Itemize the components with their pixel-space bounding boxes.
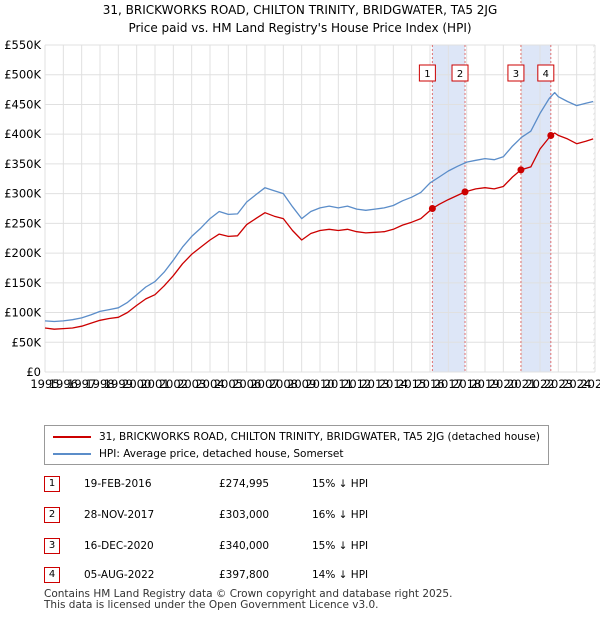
- x-tick-label: 1996: [49, 377, 78, 391]
- table-row: 4 05-AUG-2022 £397,800 14% ↓ HPI: [44, 565, 444, 585]
- x-tick-label: 2003: [177, 377, 206, 391]
- y-tick-label: £500K: [4, 68, 41, 82]
- legend-label-property: 31, BRICKWORKS ROAD, CHILTON TRINITY, BR…: [99, 431, 540, 443]
- x-tick-label: 2025: [580, 377, 600, 391]
- sale-price: £397,800: [219, 569, 270, 581]
- sale-number-label: 3: [513, 69, 519, 80]
- legend-item-property: 31, BRICKWORKS ROAD, CHILTON TRINITY, BR…: [53, 429, 540, 445]
- x-tick-label: 2010: [305, 377, 334, 391]
- x-tick-label: 2007: [250, 377, 279, 391]
- footer: Contains HM Land Registry data © Crown c…: [44, 589, 452, 611]
- sale-point: [461, 188, 469, 196]
- price-chart: 1 2 3 4 £0 £50K £100K £150K £200K £250K £300K £350K…: [4, 38, 600, 391]
- sale-date: 16-DEC-2020: [84, 540, 154, 552]
- chart-title: 31, BRICKWORKS ROAD, CHILTON TRINITY, BR…: [102, 3, 498, 17]
- legend-item-hpi: HPI: Average price, detached house, Some…: [53, 446, 344, 462]
- sale-date: 28-NOV-2017: [84, 509, 155, 521]
- legend-label-hpi: HPI: Average price, detached house, Some…: [99, 448, 344, 460]
- x-tick-label: 2004: [195, 377, 224, 391]
- x-tick-label: 2002: [159, 377, 188, 391]
- y-tick-label: £300K: [4, 187, 41, 201]
- footer-copyright: Contains HM Land Registry data © Crown c…: [44, 588, 453, 600]
- x-tick-label: 2024: [562, 377, 591, 391]
- sale-number-badge: 4: [44, 567, 60, 583]
- x-tick-label: 2006: [232, 377, 261, 391]
- sale-point: [547, 131, 555, 139]
- x-tick-label: 2011: [324, 377, 353, 391]
- sale-number-label: 4: [543, 69, 549, 80]
- sale-number-box: [507, 64, 525, 82]
- table-row: 2 28-NOV-2017 £303,000 16% ↓ HPI: [44, 505, 444, 525]
- x-tick-label: 2001: [140, 377, 169, 391]
- x-tick-label: 2020: [489, 377, 518, 391]
- y-tick-label: £550K: [4, 38, 41, 52]
- x-tick-label: 1998: [85, 377, 114, 391]
- x-tick-label: 2000: [122, 377, 151, 391]
- y-tick-label: £0: [26, 365, 41, 379]
- y-tick-label: £150K: [4, 276, 41, 290]
- sale-hpi-diff: 16% ↓ HPI: [312, 509, 369, 521]
- footer-licence: This data is licensed under the Open Gov…: [44, 599, 379, 611]
- chart-subtitle: Price paid vs. HM Land Registry's House …: [128, 21, 472, 35]
- x-tick-label: 2022: [525, 377, 554, 391]
- legend-swatch-hpi: [53, 453, 91, 455]
- table-row: 1 19-FEB-2016 £274,995 15% ↓ HPI: [44, 474, 444, 494]
- y-tick-label: £100K: [4, 306, 41, 320]
- legend-swatch-property: [53, 436, 91, 438]
- sale-price: £303,000: [219, 509, 270, 521]
- x-tick-label: 2013: [360, 377, 389, 391]
- x-tick-label: 2019: [470, 377, 499, 391]
- future-hatch-region: [593, 45, 595, 372]
- sale-point: [428, 205, 436, 213]
- series-line-property: [44, 132, 594, 330]
- sale-date: 05-AUG-2022: [84, 569, 155, 581]
- sale-price: £340,000: [219, 540, 270, 552]
- sale-hpi-diff: 14% ↓ HPI: [312, 569, 369, 581]
- sale-number-box: [418, 64, 436, 82]
- x-tick-label: 2017: [434, 377, 463, 391]
- x-tick-label: 2016: [415, 377, 444, 391]
- sale-number-label: 1: [424, 69, 430, 80]
- sale-period-shade: [520, 45, 551, 372]
- sale-number-box: [451, 64, 469, 82]
- x-tick-label: 2023: [544, 377, 573, 391]
- y-tick-label: £200K: [4, 246, 41, 260]
- sale-price: £274,995: [219, 478, 270, 490]
- x-tick-label: 2005: [214, 377, 243, 391]
- y-tick-label: £50K: [12, 335, 42, 349]
- sale-number-badge: 1: [44, 476, 60, 492]
- x-tick-label: 2021: [507, 377, 536, 391]
- y-tick-label: £400K: [4, 127, 41, 141]
- sale-hpi-diff: 15% ↓ HPI: [312, 540, 369, 552]
- x-tick-label: 1995: [30, 377, 59, 391]
- x-tick-label: 1999: [104, 377, 133, 391]
- sale-point: [517, 166, 525, 174]
- sale-date: 19-FEB-2016: [84, 478, 152, 490]
- x-tick-label: 2014: [379, 377, 408, 391]
- sale-number-badge: 3: [44, 538, 60, 554]
- legend: 31, BRICKWORKS ROAD, CHILTON TRINITY, BR…: [44, 425, 549, 465]
- x-tick-label: 2008: [269, 377, 298, 391]
- sale-number-box: [537, 64, 555, 82]
- sale-number-badge: 2: [44, 507, 60, 523]
- sale-hpi-diff: 15% ↓ HPI: [312, 478, 369, 490]
- y-tick-label: £450K: [4, 97, 41, 111]
- x-tick-label: 2018: [452, 377, 481, 391]
- sale-number-label: 2: [457, 69, 463, 80]
- x-tick-label: 1997: [67, 377, 96, 391]
- y-tick-label: £250K: [4, 216, 41, 230]
- x-tick-label: 2015: [397, 377, 426, 391]
- series-line-hpi: [44, 91, 594, 323]
- x-tick-label: 2012: [342, 377, 371, 391]
- table-row: 3 16-DEC-2020 £340,000 15% ↓ HPI: [44, 536, 444, 556]
- x-tick-label: 2009: [287, 377, 316, 391]
- y-tick-label: £350K: [4, 157, 41, 171]
